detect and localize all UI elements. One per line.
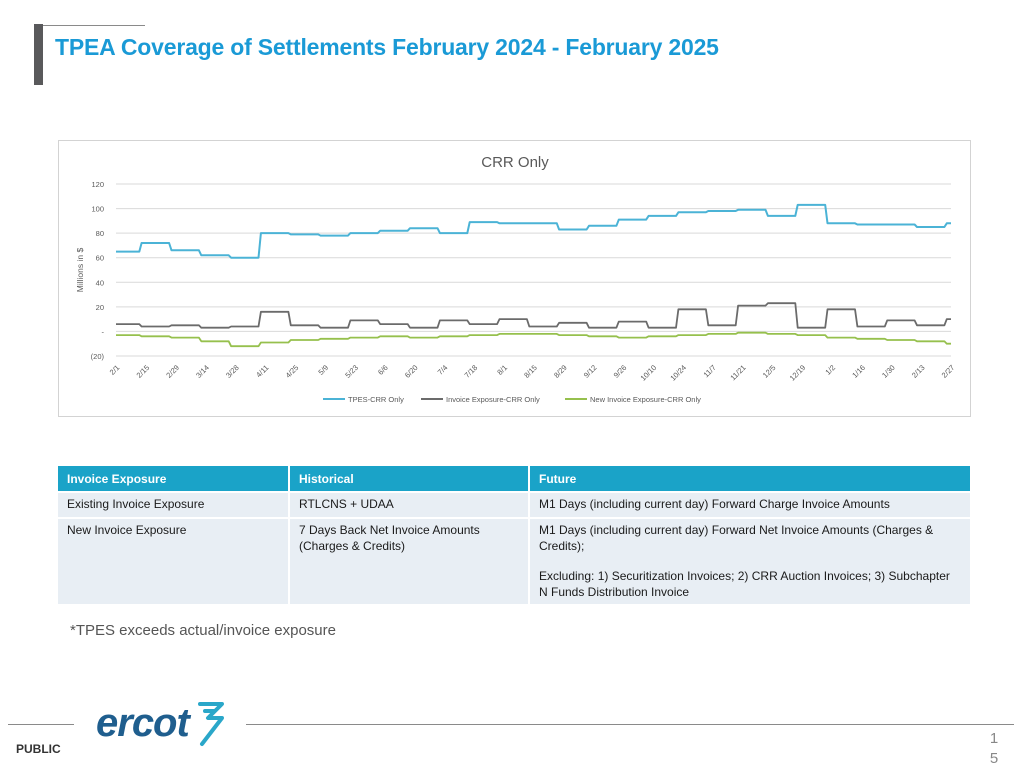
x-tick-label: 2/29	[164, 363, 181, 380]
x-tick-label: 7/18	[463, 363, 480, 380]
table-header-cell: Invoice Exposure	[58, 466, 290, 491]
legend-label: TPES-CRR Only	[348, 395, 404, 404]
x-tick-label: 12/5	[761, 363, 778, 380]
y-tick-label: -	[102, 327, 105, 336]
x-tick-label: 2/15	[135, 363, 152, 380]
logo-wordmark: ercot	[96, 701, 191, 745]
y-axis-label: Millions in $	[75, 248, 85, 293]
x-tick-label: 2/27	[940, 363, 957, 380]
invoice-exposure-table: Invoice Exposure Historical Future Exist…	[58, 466, 970, 604]
table-cell: Existing Invoice Exposure	[58, 491, 290, 517]
x-tick-label: 3/28	[224, 363, 241, 380]
x-tick-label: 5/23	[343, 363, 360, 380]
chart-title: CRR Only	[481, 154, 549, 171]
y-tick-label: 120	[91, 180, 104, 189]
table-cell: M1 Days (including current day) Forward …	[530, 517, 970, 604]
lightning-icon	[198, 702, 224, 746]
x-tick-label: 6/20	[403, 363, 420, 380]
title-accent-line	[43, 25, 145, 26]
series-line	[116, 331, 951, 348]
series-line	[116, 203, 951, 259]
page-number: 1 5	[987, 729, 1001, 769]
footnote: *TPES exceeds actual/invoice exposure	[70, 622, 336, 639]
x-tick-label: 9/26	[612, 363, 629, 380]
x-tick-label: 1/30	[880, 363, 897, 380]
x-tick-label: 3/14	[194, 363, 211, 380]
x-tick-label: 7/4	[436, 363, 450, 377]
x-tick-label: 8/29	[552, 363, 569, 380]
table-row: Existing Invoice Exposure RTLCNS + UDAA …	[58, 491, 970, 517]
y-tick-label: 40	[96, 278, 104, 287]
x-tick-label: 1/16	[850, 363, 867, 380]
table-header-row: Invoice Exposure Historical Future	[58, 466, 970, 491]
x-tick-label: 11/7	[702, 363, 718, 379]
table-cell-note: Excluding: 1) Securitization Invoices; 2…	[539, 569, 950, 599]
table-cell: New Invoice Exposure	[58, 517, 290, 604]
footer-line-left	[8, 724, 74, 725]
public-label: PUBLIC	[16, 742, 61, 756]
x-tick-label: 6/6	[376, 363, 390, 377]
table-cell: RTLCNS + UDAA	[290, 491, 530, 517]
y-tick-label: 60	[96, 254, 104, 263]
legend-label: New Invoice Exposure-CRR Only	[590, 395, 701, 404]
y-tick-label: 100	[91, 205, 104, 214]
page-number-top: 1	[989, 730, 999, 747]
page-number-bottom: 5	[989, 750, 999, 767]
line-chart: CRR Only 120 100 80 60 40 20 - (20) Millions in $…	[75, 154, 957, 404]
x-tick-label: 8/15	[522, 363, 539, 380]
table-row: New Invoice Exposure 7 Days Back Net Inv…	[58, 517, 970, 604]
y-tick-label: (20)	[91, 352, 105, 361]
x-tick-label: 4/11	[254, 363, 270, 379]
y-tick-label: 20	[96, 303, 104, 312]
x-tick-label: 12/19	[788, 363, 808, 383]
x-tick-label: 11/21	[728, 363, 747, 382]
table-cell-text: M1 Days (including current day) Forward …	[539, 523, 934, 553]
x-tick-label: 10/10	[639, 363, 659, 383]
x-tick-label: 1/2	[823, 363, 837, 377]
y-tick-label: 80	[96, 229, 104, 238]
table-header-cell: Historical	[290, 466, 530, 491]
footer-line-right	[246, 724, 1014, 725]
ercot-logo: ercot	[96, 701, 224, 746]
slide-title: TPEA Coverage of Settlements February 20…	[55, 34, 719, 60]
x-tick-label: 9/12	[582, 363, 599, 380]
x-tick-label: 2/13	[910, 363, 927, 380]
table-cell: 7 Days Back Net Invoice Amounts (Charges…	[290, 517, 530, 604]
x-tick-label: 10/24	[668, 363, 688, 383]
title-accent-bar	[34, 24, 43, 85]
x-tick-label: 4/25	[284, 363, 301, 380]
table-header-cell: Future	[530, 466, 970, 491]
x-tick-label: 2/1	[108, 363, 122, 377]
series-line	[116, 302, 951, 329]
x-tick-label: 5/9	[316, 363, 330, 377]
legend-label: Invoice Exposure-CRR Only	[446, 395, 540, 404]
chart-container: CRR Only 120 100 80 60 40 20 - (20) Millions in $…	[58, 140, 971, 417]
table-cell: M1 Days (including current day) Forward …	[530, 491, 970, 517]
x-tick-label: 8/1	[495, 363, 509, 377]
